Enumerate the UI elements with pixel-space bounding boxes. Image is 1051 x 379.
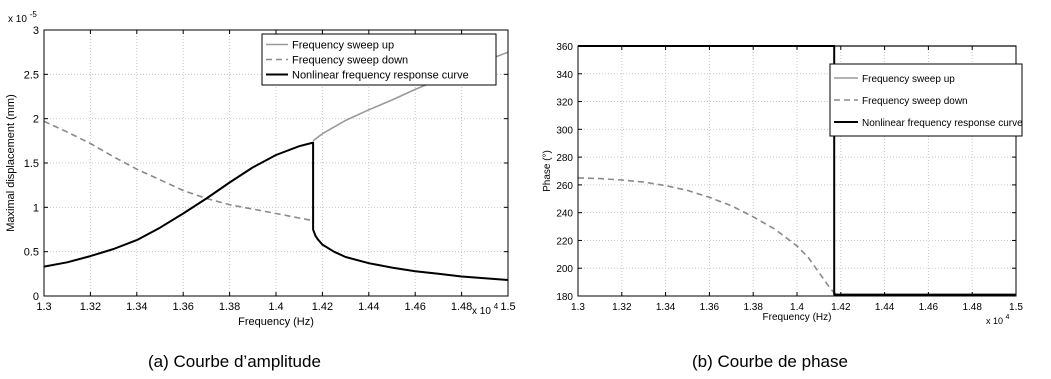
legend: Frequency sweep up Frequency sweep down No… [829,63,1023,137]
y-tick-label: 320 [556,98,573,109]
legend-label: Frequency sweep up [862,74,955,85]
y-tick-label: 3 [33,25,39,37]
y-tick-label: 260 [556,181,573,192]
x-tick-label: 1.44 [358,301,379,313]
legend-label: Nonlinear frequency response curve [292,70,469,82]
x-exponent-label: x 10 4 [986,314,1010,326]
y-tick-label: 180 [556,292,573,303]
x-tick-label: 1.34 [656,302,676,313]
x-tick-label: 1.48 [962,302,982,313]
x-tick-label: 1.32 [612,302,632,313]
x-tick-label: 1.4 [790,302,804,313]
x-tick-label: 1.38 [219,301,240,313]
legend-label: Frequency sweep down [862,96,968,107]
chart-phase: 1.3 1.32 1.34 1.36 1.38 1.4 1.42 1.44 1.46 1.48 1.… [542,42,1023,326]
x-tick-label: 1.36 [172,301,193,313]
y-tick-label: 0.5 [24,247,39,259]
legend: Frequency sweep up Frequency sweep down No… [261,33,497,86]
y-tick-label: 1 [33,202,39,214]
series-nonlinear-frequency-response-curve [44,141,508,281]
series-frequency-sweep-down [578,177,837,296]
legend-label: Frequency sweep down [292,55,408,67]
y-tick-label: 280 [556,153,573,164]
caption-amplitude: (a) Courbe d’amplitude [148,352,321,371]
y-tick-label: 0 [33,291,39,303]
x-tick-label: 1.46 [404,301,425,313]
x-tick-label: 1.4 [268,301,283,313]
y-tick-label: 2.5 [24,69,39,81]
caption-phase: (b) Courbe de phase [692,352,848,371]
x-exponent-power: 4 [494,302,499,311]
x-tick-label: 1.3 [36,301,51,313]
y-axis-label: Maximal displacement (mm) [5,94,17,232]
x-tick-label: 1.48 [451,301,472,313]
x-tick-label: 1.34 [126,301,147,313]
y-tick-label: 220 [556,236,573,247]
x-tick-label: 1.3 [571,302,585,313]
legend-label: Nonlinear frequency response curve [862,118,1023,129]
legend-box [829,63,1023,137]
x-tick-label: 1.5 [1009,302,1023,313]
y-exponent-power: -5 [30,10,38,19]
x-axis-label: Frequency (Hz) [238,316,314,328]
x-tick-label: 1.36 [700,302,720,313]
x-axis-label: Frequency (Hz) [763,312,832,323]
x-tick-label: 1.44 [875,302,895,313]
x-exponent-power: 4 [1006,314,1010,321]
x-tick-label: 1.42 [831,302,851,313]
y-tick-label: 240 [556,209,573,220]
y-tick-label: 2 [33,114,39,126]
x-tick-label: 1.42 [312,301,333,313]
legend-box [261,33,497,86]
x-tick-label: 1.46 [919,302,939,313]
series-frequency-sweep-down [44,120,314,222]
x-tick-label: 1.38 [743,302,763,313]
x-tick-label: 1.32 [80,301,101,313]
legend-label: Frequency sweep up [292,40,394,52]
x-tick-label: 1.5 [500,301,515,313]
y-tick-label: 340 [556,70,573,81]
y-tick-label: 200 [556,264,573,275]
y-exponent-label: x 10 -5 [8,10,37,25]
y-tick-label: 300 [556,125,573,136]
series-group [44,51,508,281]
y-axis-label: Phase (°) [542,150,553,192]
y-tick-label: 1.5 [24,158,39,170]
x-exponent-label: x 10 4 [472,302,499,317]
y-tick-label: 360 [556,42,573,53]
chart-amplitude: 1.3 1.32 1.34 1.36 1.38 1.4 1.42 1.44 1.46 1.48 1.… [5,10,516,328]
